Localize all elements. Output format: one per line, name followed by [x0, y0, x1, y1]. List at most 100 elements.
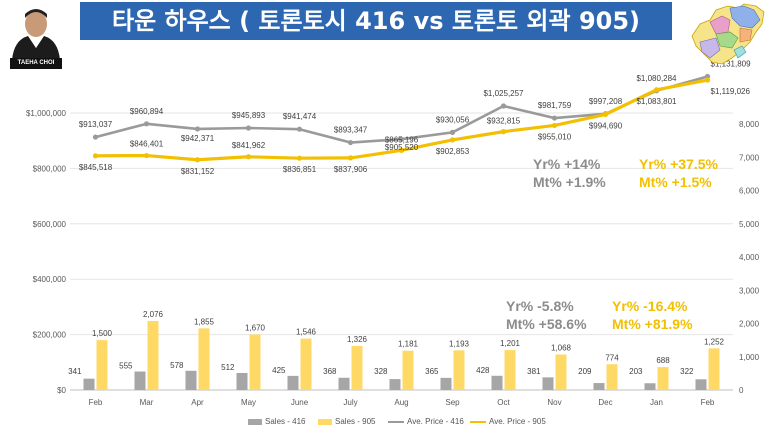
line-price-905-point: [245, 154, 252, 160]
page-title: 타운 하우스 ( 토론토시 416 vs 토론토 외곽 905): [80, 2, 672, 40]
left-axis: $0 $200,000 $400,000 $600,000 $800,000 $1,000…: [26, 109, 67, 395]
bar-sales-416: [644, 383, 656, 390]
data-label-price-416: $930,056: [436, 115, 470, 124]
line-price-905-point: [602, 111, 609, 118]
data-label-price-905: $932,815: [487, 117, 521, 126]
x-tick-label: Nov: [547, 398, 561, 407]
line-price-416-point: [194, 126, 201, 132]
data-label-sales-416: 555: [119, 362, 133, 371]
line-price-905-point: [92, 153, 99, 159]
data-labels: 341 555 578 512 425 368 328 365 428 381 209 203 322 1…: [68, 59, 751, 376]
bar-sales-416: [287, 375, 299, 390]
stat-sales-416-mt: Mt% +58.6%: [506, 316, 587, 332]
legend-label: Ave. Price - 905: [489, 417, 546, 426]
bar-sales-416: [593, 383, 605, 390]
line-price-905-point: [704, 77, 711, 83]
bar-sales-416: [440, 377, 452, 390]
x-axis: Feb Mar Apr May June July Aug Sep Oct Nov Dec Jan Fe…: [89, 398, 715, 407]
bar-sales-416: [338, 377, 350, 390]
bar-sales-905: [198, 328, 210, 390]
legend-swatch: [318, 418, 332, 425]
x-tick-label: Dec: [598, 398, 612, 407]
data-label-sales-416: 203: [629, 367, 643, 376]
bar-sales-905: [402, 350, 414, 390]
bar-sales-905: [657, 367, 669, 390]
data-label-sales-905: 1,068: [551, 343, 572, 352]
bar-sales-416: [389, 379, 401, 390]
line-price-905-point: [143, 152, 150, 159]
legend-label: Sales - 905: [335, 417, 376, 426]
data-label-price-905: $994,690: [589, 121, 623, 130]
line-price-416-point: [92, 134, 99, 140]
left-tick-label: $800,000: [33, 164, 67, 173]
data-label-price-416: $941,474: [283, 112, 317, 121]
legend-label: Ave. Price - 416: [407, 417, 464, 426]
stat-sales-416-yr: Yr% -5.8%: [506, 298, 574, 314]
data-label-sales-416: 322: [680, 367, 694, 376]
line-price-416-point: [347, 139, 354, 146]
data-label-price-416: $960,894: [130, 107, 164, 116]
stat-price-416-mt: Mt% +1.9%: [533, 174, 606, 190]
line-price-416-point: [500, 103, 507, 109]
data-label-sales-416: 209: [578, 367, 592, 376]
line-price-905-point: [449, 137, 456, 143]
bar-sales-416: [134, 371, 146, 390]
line-price-416-point: [449, 129, 456, 135]
data-label-price-416: $981,759: [538, 101, 572, 110]
bar-sales-416: [542, 377, 554, 390]
bar-sales-416: [236, 372, 248, 390]
data-label-price-416: $893,347: [334, 126, 368, 135]
bar-sales-905: [555, 354, 567, 390]
stat-sales-905-yr: Yr% -16.4%: [612, 298, 688, 314]
left-tick-label: $200,000: [33, 331, 67, 340]
x-tick-label: Oct: [497, 398, 510, 407]
data-label-price-905: $845,518: [79, 163, 113, 172]
bar-sales-905: [504, 350, 516, 390]
data-label-price-416: $997,208: [589, 97, 623, 106]
data-label-sales-416: 428: [476, 366, 490, 375]
data-label-sales-416: 578: [170, 361, 184, 370]
data-label-price-416: $1,131,809: [711, 59, 752, 68]
data-label-price-905: $836,851: [283, 165, 317, 174]
data-label-price-905: $1,119,026: [711, 87, 751, 96]
legend-label: Sales - 416: [265, 417, 306, 426]
data-label-sales-905: 1,670: [245, 323, 266, 332]
legend: Sales - 416 Sales - 905 Ave. Price - 416…: [0, 416, 773, 430]
data-label-price-905: $831,152: [181, 167, 215, 176]
left-tick-label: $0: [57, 386, 66, 395]
x-tick-label: Mar: [140, 398, 154, 407]
bar-sales-416: [83, 378, 95, 390]
stat-price-416-yr: Yr% +14%: [533, 156, 601, 172]
x-tick-label: June: [291, 398, 309, 407]
x-tick-label: Feb: [89, 398, 103, 407]
line-price-905-point: [194, 157, 201, 163]
data-label-price-905: $841,962: [232, 141, 266, 150]
x-tick-label: July: [343, 398, 357, 407]
left-tick-label: $600,000: [33, 220, 67, 229]
agent-name: TAEHA CHOI: [17, 60, 55, 66]
data-label-sales-905: 1,855: [194, 317, 215, 326]
data-label-price-416: $1,080,284: [636, 74, 677, 83]
data-label-price-416: $1,025,257: [483, 89, 524, 98]
x-tick-label: Jan: [650, 398, 663, 407]
right-axis: 0 1,000 2,000 3,000 4,000 5,000 6,000 7,000 8,00…: [739, 120, 760, 395]
line-price-416-point: [398, 136, 405, 142]
bar-sales-416: [185, 370, 197, 390]
line-price-416-point: [143, 121, 150, 127]
data-label-sales-416: 425: [272, 366, 286, 375]
bar-sales-905: [708, 348, 720, 390]
data-label-price-905: $837,906: [334, 165, 368, 174]
line-price-905-point: [296, 155, 303, 161]
x-tick-label: Apr: [191, 398, 204, 407]
line-price-905-point: [347, 155, 354, 161]
data-label-sales-905: 1,546: [296, 328, 317, 337]
line-price-905-point: [653, 87, 660, 93]
stat-sales-905-mt: Mt% +81.9%: [612, 316, 693, 332]
line-price-905-point: [500, 129, 507, 135]
right-tick-label: 3,000: [739, 286, 760, 295]
right-tick-label: 0: [739, 386, 744, 395]
right-tick-label: 4,000: [739, 253, 760, 262]
right-tick-label: 2,000: [739, 320, 760, 329]
data-label-sales-905: 1,193: [449, 339, 470, 348]
